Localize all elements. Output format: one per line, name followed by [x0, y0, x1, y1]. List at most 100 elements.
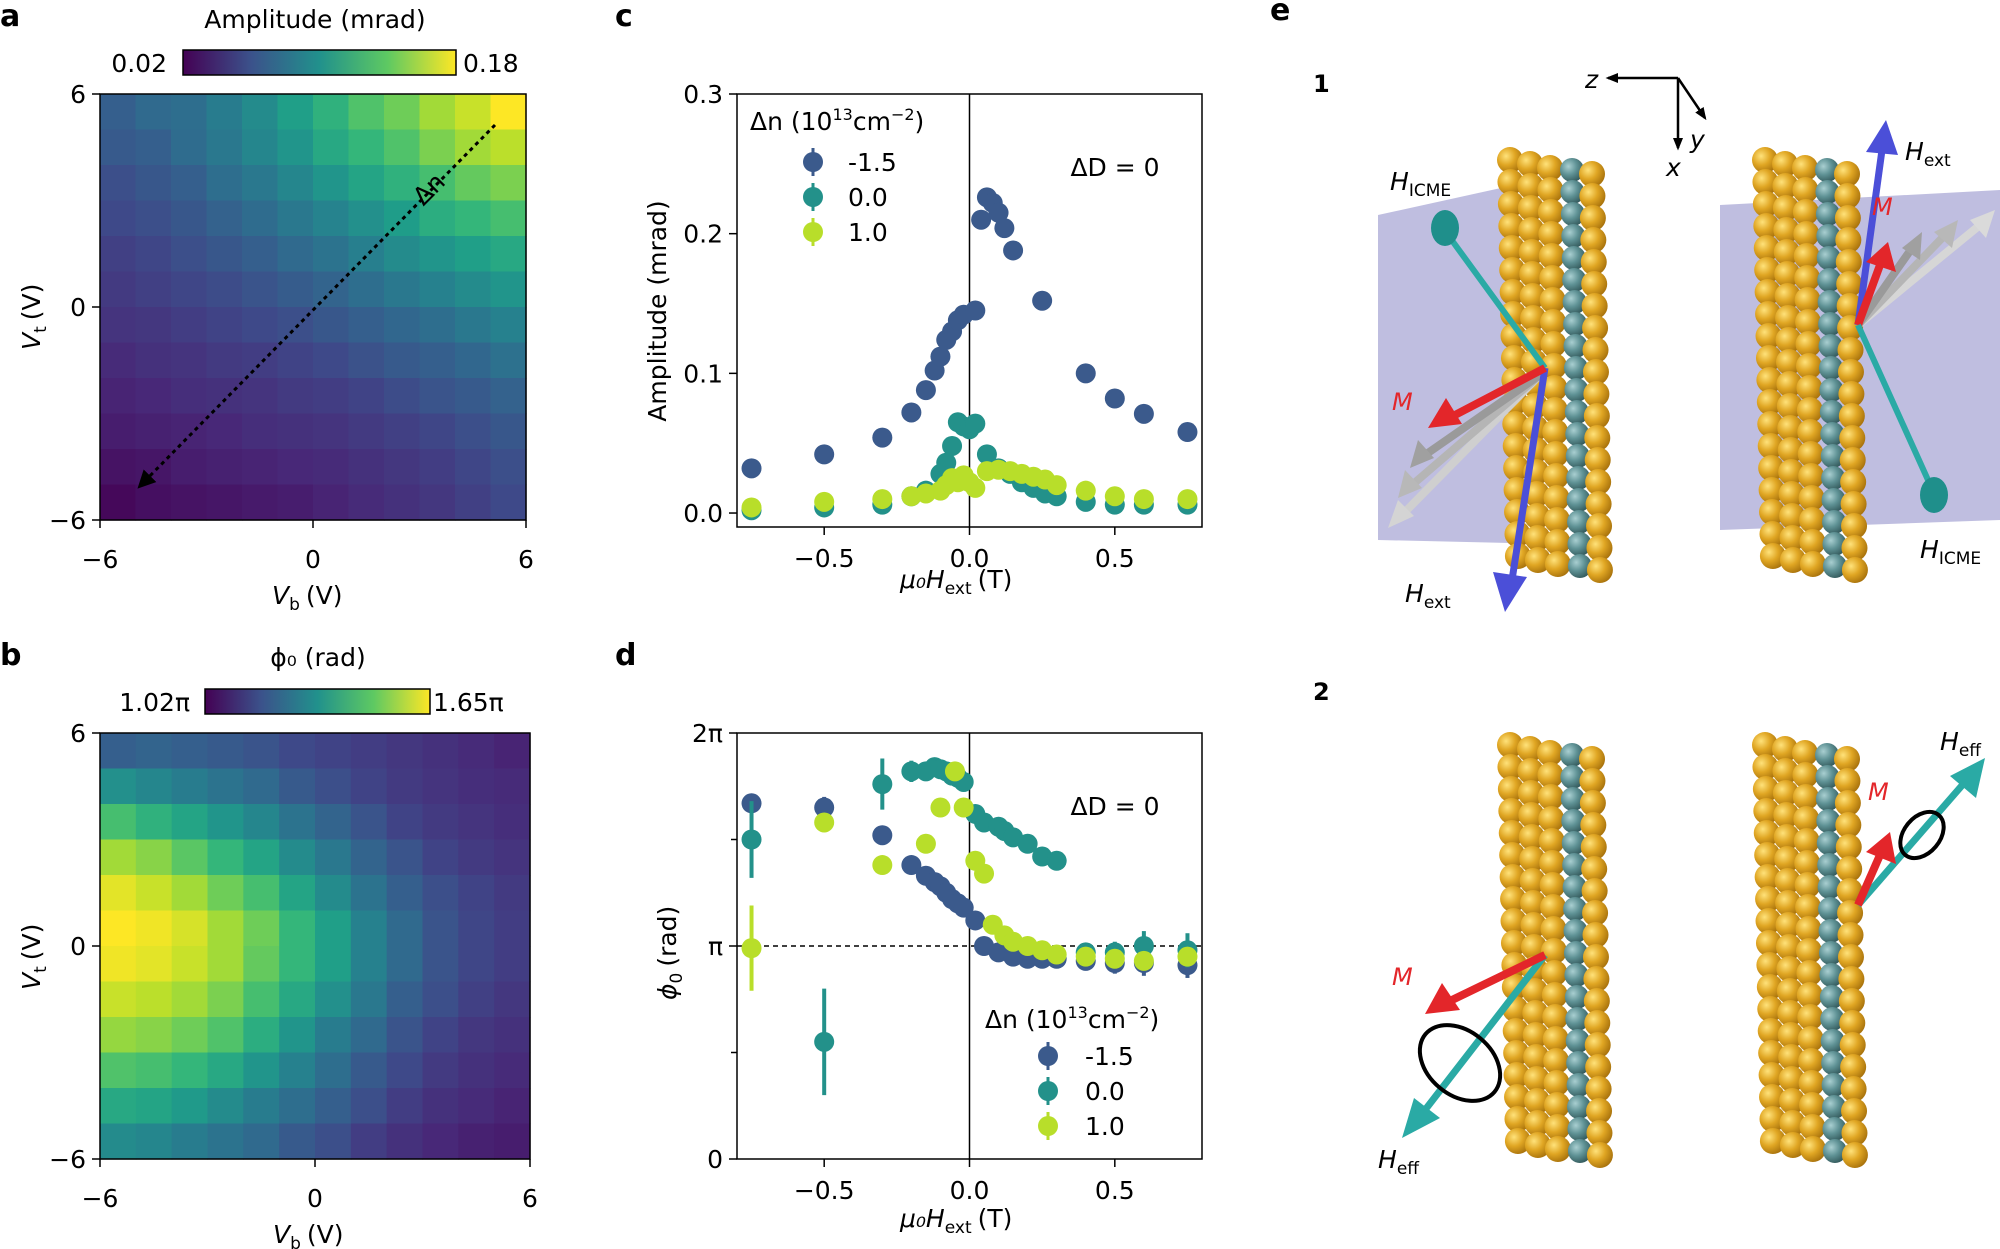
heatmap-cell — [135, 768, 173, 805]
heatmap-cell — [242, 342, 279, 379]
heatmap-cell — [490, 236, 527, 273]
axis-label-x: x — [1665, 153, 1681, 182]
gold-atom — [1519, 846, 1546, 872]
gold-atom — [1579, 205, 1606, 231]
heatmap-cell — [386, 981, 424, 1018]
gold-atom — [1776, 956, 1803, 982]
gold-atom — [1755, 930, 1782, 956]
heatmap-cell — [458, 1052, 495, 1089]
heatmap-cell — [422, 1052, 459, 1089]
slate-atom — [1563, 941, 1588, 965]
gold-atom — [1497, 754, 1524, 780]
slate-atom — [1822, 532, 1847, 556]
heatmap-cell — [135, 981, 173, 1018]
magnetization-arrow-left-2 — [1450, 951, 1547, 1004]
slate-atom — [1815, 787, 1840, 811]
heatmap-cell — [243, 1017, 280, 1054]
heatmap-cell — [419, 449, 456, 486]
data-point — [1104, 486, 1125, 507]
gold-atom — [1798, 463, 1825, 489]
data-point — [988, 202, 1009, 223]
heatmap-cell — [490, 307, 527, 344]
slate-atom — [1567, 554, 1592, 578]
gold-atom — [1538, 828, 1565, 854]
panel-b-ytick: −6 — [49, 1145, 86, 1174]
panel-b-xlabel: Vb (V) — [273, 1220, 344, 1249]
heatmap-cell — [490, 484, 527, 521]
heatmap-cell — [386, 875, 424, 912]
gold-atom — [1774, 868, 1801, 894]
heatmap-cell — [279, 839, 316, 876]
gold-atom — [1582, 337, 1609, 363]
gray-arrow — [1422, 371, 1543, 459]
gold-atom — [1759, 1084, 1786, 1110]
heatmap-cell — [277, 165, 314, 202]
gold-atom — [1541, 960, 1568, 986]
heatmap-cell — [171, 981, 209, 1018]
slate-atom — [1567, 1117, 1592, 1141]
gold-atom — [1585, 1076, 1612, 1102]
gold-atom — [1837, 900, 1864, 926]
legend-entry: 0.0 — [803, 183, 888, 212]
gold-atom — [1796, 397, 1823, 423]
gold-atom — [1584, 425, 1611, 451]
y-tick-label: π — [708, 932, 723, 961]
gold-atom — [1584, 1032, 1611, 1058]
label-h-eff-left: Heff — [1378, 1145, 1420, 1179]
data-point — [1133, 403, 1154, 424]
data-point — [814, 1031, 835, 1052]
gold-atom — [1775, 305, 1802, 331]
row1-right-arrows — [1854, 120, 1995, 513]
gold-atom — [1841, 513, 1868, 539]
heatmap-cell — [171, 1088, 209, 1125]
legend-marker — [1038, 1046, 1058, 1066]
series--1.5 — [741, 187, 1198, 479]
heatmap-cell — [315, 981, 352, 1018]
heatmap-cell — [348, 413, 385, 450]
heatmap-cell — [313, 307, 350, 344]
heatmap-cell — [455, 484, 492, 521]
heatmap-cell — [494, 1017, 531, 1054]
slate-atom — [1815, 743, 1839, 767]
heatmap-cell — [243, 768, 280, 805]
gold-atom — [1583, 966, 1610, 992]
gold-atom — [1839, 425, 1866, 451]
heatmap-cell — [384, 271, 421, 308]
gold-atom — [1497, 169, 1524, 195]
row-2-label: 2 — [1313, 678, 1330, 706]
gold-atom — [1841, 1098, 1868, 1124]
heatmap-cell — [135, 910, 173, 947]
data-point — [1133, 950, 1154, 971]
gold-atom — [1518, 824, 1545, 850]
heatmap-cell — [207, 1123, 244, 1160]
gold-atom — [1540, 894, 1567, 920]
panel-a-ytick: −6 — [49, 506, 86, 535]
slate-atom — [1819, 378, 1844, 402]
gold-atom — [1774, 283, 1801, 309]
slate-atom — [1817, 290, 1842, 314]
gold-atom — [1519, 261, 1546, 287]
heatmap-cell — [422, 804, 459, 841]
data-point — [901, 855, 922, 876]
heatmap-cell — [277, 307, 314, 344]
heatmap-cell — [135, 342, 172, 379]
legend-marker — [803, 222, 823, 242]
heatmap-cell — [100, 1088, 137, 1125]
legend-entry: 1.0 — [1038, 1112, 1125, 1141]
gold-atom — [1837, 359, 1864, 385]
panel-letter-a: a — [0, 0, 20, 34]
heatmap-cell — [458, 733, 495, 770]
gold-atom — [1579, 183, 1606, 209]
heatmap-cell — [350, 910, 388, 947]
gold-atom — [1522, 1022, 1549, 1048]
slate-atom — [1567, 532, 1592, 556]
heatmap-cell — [350, 946, 388, 983]
slate-atom — [1821, 488, 1846, 512]
heatmap-cell — [171, 413, 208, 450]
slate-atom — [1822, 554, 1847, 578]
heatmap-cell — [350, 1052, 388, 1089]
gold-atom — [1583, 381, 1610, 407]
row1-left-arrows — [1388, 210, 1549, 612]
heatmap-cell — [135, 307, 172, 344]
data-point — [974, 863, 995, 884]
